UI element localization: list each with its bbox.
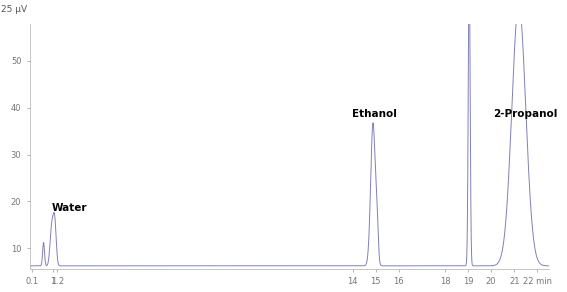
Text: Water: Water [52,203,87,213]
Text: Ethanol: Ethanol [352,110,397,119]
Text: 25 μV: 25 μV [1,5,27,14]
Text: 2-Propanol: 2-Propanol [493,110,558,119]
